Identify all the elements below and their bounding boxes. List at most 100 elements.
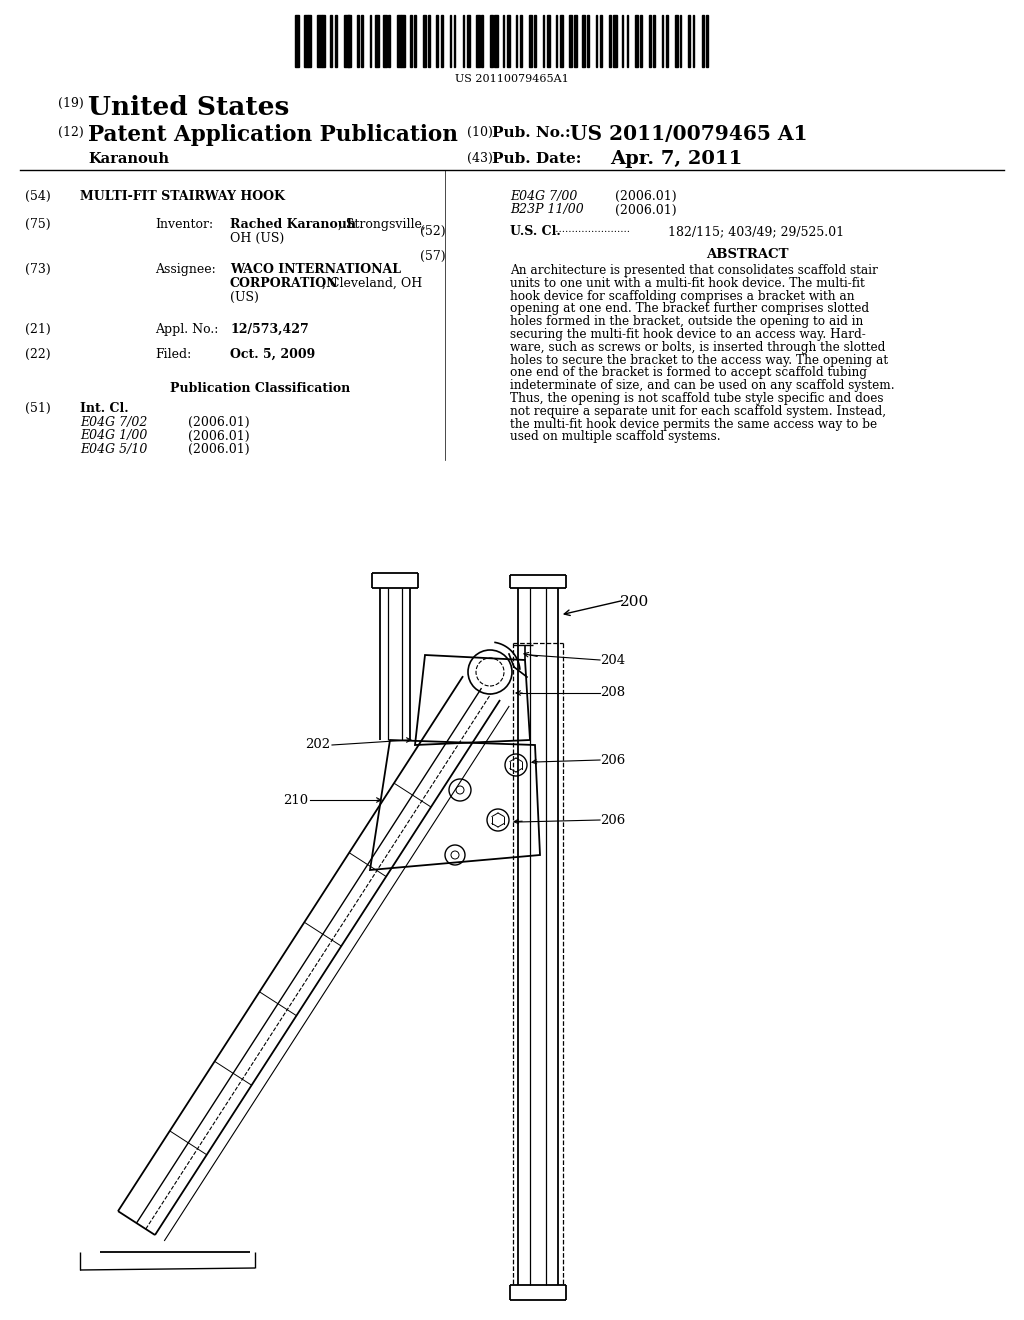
Text: (2006.01): (2006.01) — [188, 444, 250, 455]
Text: not require a separate unit for each scaffold system. Instead,: not require a separate unit for each sca… — [510, 405, 886, 418]
Text: ........................: ........................ — [552, 224, 630, 234]
Text: United States: United States — [88, 95, 290, 120]
Text: (2006.01): (2006.01) — [615, 203, 677, 216]
Text: holes to secure the bracket to the access way. The opening at: holes to secure the bracket to the acces… — [510, 354, 888, 367]
Text: E04G 1/00: E04G 1/00 — [80, 429, 147, 442]
Bar — [547, 15, 550, 67]
Bar — [489, 15, 494, 67]
Text: MULTI-FIT STAIRWAY HOOK: MULTI-FIT STAIRWAY HOOK — [80, 190, 285, 203]
Bar — [543, 15, 545, 67]
Text: Pub. No.:: Pub. No.: — [492, 125, 570, 140]
Text: (10): (10) — [467, 125, 493, 139]
Text: U.S. Cl.: U.S. Cl. — [510, 224, 561, 238]
Text: , Cleveland, OH: , Cleveland, OH — [322, 277, 422, 290]
Bar — [304, 15, 308, 67]
Bar — [675, 15, 678, 67]
Bar — [648, 15, 651, 67]
Text: (12): (12) — [58, 125, 84, 139]
Bar — [322, 15, 326, 67]
Bar — [335, 15, 337, 67]
Text: US 20110079465A1: US 20110079465A1 — [455, 74, 569, 84]
Text: units to one unit with a multi-fit hook device. The multi-fit: units to one unit with a multi-fit hook … — [510, 277, 864, 290]
Text: holes formed in the bracket, outside the opening to aid in: holes formed in the bracket, outside the… — [510, 315, 863, 329]
Text: 206: 206 — [600, 813, 626, 826]
Bar — [662, 15, 664, 67]
Bar — [494, 15, 498, 67]
Text: (US): (US) — [230, 290, 259, 304]
Text: 12/573,427: 12/573,427 — [230, 323, 309, 337]
Text: US 2011/0079465 A1: US 2011/0079465 A1 — [570, 124, 808, 144]
Text: CORPORATION: CORPORATION — [230, 277, 339, 290]
Text: (43): (43) — [467, 152, 493, 165]
Bar — [308, 15, 311, 67]
Bar — [573, 15, 578, 67]
Bar — [401, 15, 406, 67]
Text: Rached Karanouh: Rached Karanouh — [230, 218, 356, 231]
Bar — [636, 15, 638, 67]
Text: E04G 7/02: E04G 7/02 — [80, 416, 147, 429]
Bar — [583, 15, 585, 67]
Bar — [317, 15, 323, 67]
Text: (51): (51) — [25, 403, 51, 414]
Text: (54): (54) — [25, 190, 51, 203]
Text: 182/115; 403/49; 29/525.01: 182/115; 403/49; 29/525.01 — [668, 224, 844, 238]
Bar — [476, 15, 480, 67]
Bar — [396, 15, 400, 67]
Text: An architecture is presented that consolidates scaffold stair: An architecture is presented that consol… — [510, 264, 878, 277]
Text: Apr. 7, 2011: Apr. 7, 2011 — [610, 150, 742, 168]
Text: Inventor:: Inventor: — [155, 218, 213, 231]
Bar — [436, 15, 438, 67]
Bar — [569, 15, 571, 67]
Text: (22): (22) — [25, 348, 50, 360]
Bar — [560, 15, 563, 67]
Text: Filed:: Filed: — [155, 348, 191, 360]
Bar — [428, 15, 430, 67]
Text: WACO INTERNATIONAL: WACO INTERNATIONAL — [230, 263, 401, 276]
Bar — [596, 15, 597, 67]
Text: 210: 210 — [283, 793, 308, 807]
Text: (19): (19) — [58, 96, 84, 110]
Text: ABSTRACT: ABSTRACT — [706, 248, 788, 261]
Bar — [383, 15, 387, 67]
Bar — [556, 15, 557, 67]
Bar — [680, 15, 682, 67]
Text: E04G 5/10: E04G 5/10 — [80, 444, 147, 455]
Text: 202: 202 — [305, 738, 330, 751]
Bar — [348, 15, 350, 67]
Bar — [463, 15, 464, 67]
Text: opening at one end. The bracket further comprises slotted: opening at one end. The bracket further … — [510, 302, 869, 315]
Text: one end of the bracket is formed to accept scaffold tubing: one end of the bracket is formed to acce… — [510, 367, 867, 379]
Text: Thus, the opening is not scaffold tube style specific and does: Thus, the opening is not scaffold tube s… — [510, 392, 884, 405]
Bar — [600, 15, 602, 67]
Text: Oct. 5, 2009: Oct. 5, 2009 — [230, 348, 315, 360]
Bar — [344, 15, 349, 67]
Bar — [520, 15, 522, 67]
Text: (52): (52) — [420, 224, 445, 238]
Text: Int. Cl.: Int. Cl. — [80, 403, 129, 414]
Bar — [623, 15, 624, 67]
Text: Karanouh: Karanouh — [88, 152, 169, 166]
Text: used on multiple scaffold systems.: used on multiple scaffold systems. — [510, 430, 721, 444]
Text: 208: 208 — [600, 686, 625, 700]
Bar — [688, 15, 690, 67]
Text: ware, such as screws or bolts, is inserted through the slotted: ware, such as screws or bolts, is insert… — [510, 341, 886, 354]
Text: (75): (75) — [25, 218, 50, 231]
Bar — [507, 15, 510, 67]
Text: (2006.01): (2006.01) — [188, 429, 250, 442]
Text: 200: 200 — [620, 595, 649, 609]
Bar — [357, 15, 358, 67]
Text: B23P 11/00: B23P 11/00 — [510, 203, 584, 216]
Text: 204: 204 — [600, 653, 625, 667]
Text: Patent Application Publication: Patent Application Publication — [88, 124, 458, 147]
Bar — [331, 15, 332, 67]
Bar — [423, 15, 426, 67]
Bar — [701, 15, 703, 67]
Text: E04G 7/00: E04G 7/00 — [510, 190, 578, 203]
Text: Assignee:: Assignee: — [155, 263, 216, 276]
Bar — [410, 15, 412, 67]
Text: (21): (21) — [25, 323, 51, 337]
Bar — [609, 15, 610, 67]
Bar — [441, 15, 442, 67]
Bar — [375, 15, 379, 67]
Bar — [534, 15, 537, 67]
